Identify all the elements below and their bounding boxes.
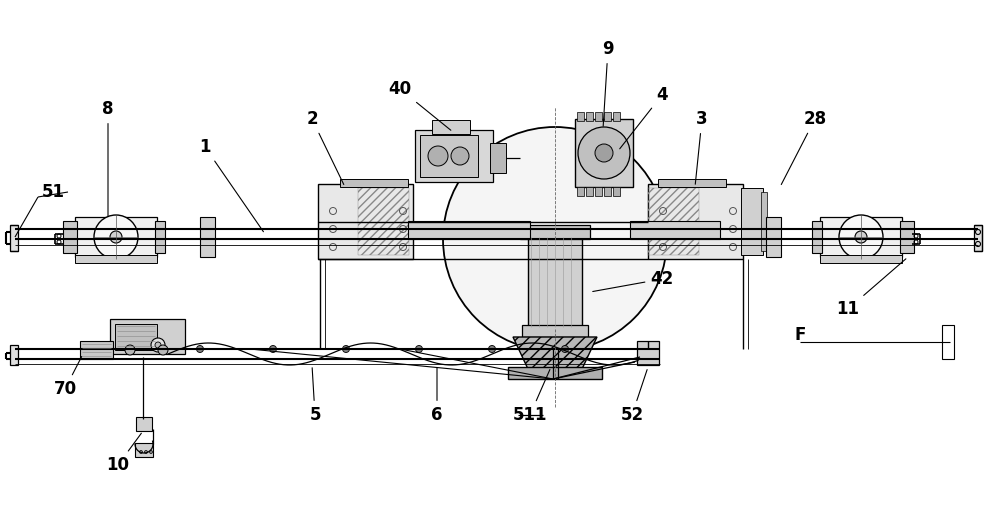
Bar: [136, 417, 152, 431]
Circle shape: [855, 231, 867, 243]
Bar: [577, 187, 584, 196]
Circle shape: [94, 215, 138, 259]
Text: 1: 1: [199, 138, 263, 232]
Circle shape: [416, 345, 422, 352]
Circle shape: [155, 342, 161, 348]
Bar: [613, 187, 620, 196]
Polygon shape: [513, 337, 597, 369]
Bar: [135, 443, 153, 457]
Bar: [586, 112, 593, 121]
Bar: [10, 345, 18, 365]
Circle shape: [839, 215, 883, 259]
Text: 40: 40: [388, 80, 451, 130]
Text: 3: 3: [695, 110, 708, 184]
Bar: [520, 225, 590, 239]
Bar: [761, 192, 767, 251]
Circle shape: [125, 345, 135, 355]
Bar: [604, 187, 611, 196]
Text: 4: 4: [620, 86, 668, 149]
Bar: [595, 112, 602, 121]
Bar: [340, 179, 408, 187]
Bar: [820, 255, 902, 263]
Text: 28: 28: [781, 110, 827, 185]
Circle shape: [270, 345, 277, 352]
Bar: [155, 221, 165, 253]
Bar: [75, 217, 157, 257]
Bar: [575, 119, 633, 187]
Text: F: F: [794, 326, 806, 344]
Bar: [604, 112, 611, 121]
Text: 11: 11: [836, 259, 906, 318]
Bar: [528, 234, 582, 329]
Bar: [318, 184, 413, 259]
Text: 52: 52: [620, 370, 647, 424]
Circle shape: [140, 451, 143, 453]
Bar: [658, 179, 726, 187]
Bar: [432, 120, 470, 134]
Bar: [648, 184, 743, 259]
Text: 51: 51: [42, 183, 65, 201]
Bar: [200, 217, 215, 257]
Bar: [577, 112, 584, 121]
Circle shape: [451, 147, 469, 165]
Bar: [110, 319, 185, 354]
Bar: [63, 221, 77, 253]
Bar: [115, 324, 157, 350]
Text: 9: 9: [602, 40, 614, 126]
Circle shape: [428, 146, 448, 166]
Text: 6: 6: [431, 368, 443, 424]
Bar: [637, 341, 659, 365]
Bar: [508, 367, 602, 379]
Circle shape: [343, 345, 350, 352]
Bar: [415, 130, 493, 182]
Bar: [75, 255, 157, 263]
Bar: [766, 217, 781, 257]
Text: 5: 5: [309, 368, 321, 424]
Bar: [974, 225, 982, 251]
Text: 8: 8: [102, 100, 114, 216]
Text: 10: 10: [107, 433, 141, 474]
Circle shape: [110, 231, 122, 243]
Text: 511: 511: [513, 370, 550, 424]
Circle shape: [562, 345, 568, 352]
Circle shape: [595, 144, 613, 162]
Bar: [630, 221, 720, 239]
Text: 42: 42: [593, 270, 674, 292]
Bar: [613, 112, 620, 121]
Circle shape: [158, 345, 168, 355]
Bar: [80, 341, 113, 359]
Bar: [648, 188, 699, 255]
Circle shape: [578, 127, 630, 179]
Bar: [820, 217, 902, 257]
Text: 70: 70: [53, 356, 82, 398]
Bar: [522, 325, 588, 337]
Circle shape: [197, 345, 204, 352]
Circle shape: [145, 451, 148, 453]
Bar: [900, 221, 914, 253]
Bar: [942, 325, 954, 359]
Bar: [490, 143, 506, 173]
Bar: [812, 221, 822, 253]
Bar: [420, 135, 478, 177]
Bar: [408, 221, 530, 239]
Circle shape: [443, 127, 667, 351]
Circle shape: [150, 451, 153, 453]
Bar: [10, 225, 18, 251]
Bar: [741, 188, 763, 255]
Text: 2: 2: [306, 110, 344, 185]
Bar: [358, 188, 409, 255]
Circle shape: [151, 338, 165, 352]
Bar: [595, 187, 602, 196]
Bar: [586, 187, 593, 196]
Circle shape: [488, 345, 496, 352]
